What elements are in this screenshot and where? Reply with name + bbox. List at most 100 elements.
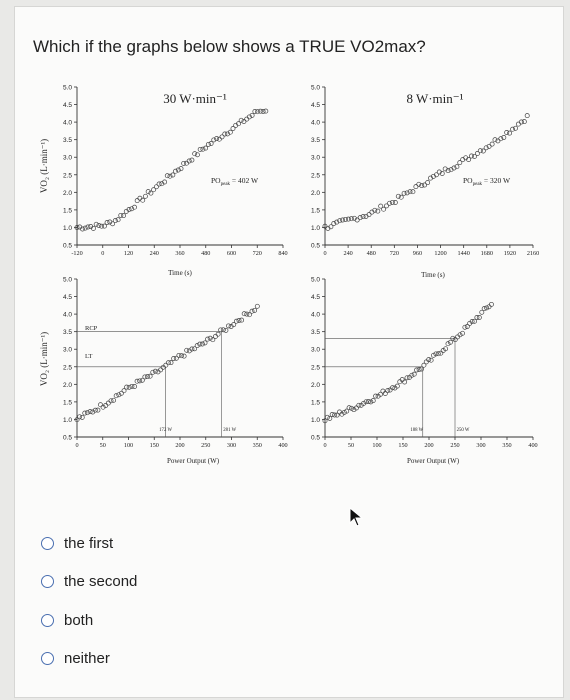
data-point bbox=[223, 327, 229, 333]
data-point bbox=[401, 190, 407, 196]
data-point bbox=[521, 119, 527, 125]
y-tick-label: 1.0 bbox=[311, 225, 320, 232]
data-point bbox=[236, 318, 242, 323]
option-neither[interactable]: neither bbox=[41, 650, 110, 667]
radio-button[interactable] bbox=[41, 537, 54, 550]
data-point bbox=[184, 347, 190, 353]
data-point bbox=[227, 129, 233, 135]
data-point bbox=[200, 146, 206, 152]
option-label: neither bbox=[64, 650, 110, 667]
data-point bbox=[215, 331, 221, 337]
data-point bbox=[176, 352, 182, 358]
data-point bbox=[353, 405, 359, 411]
data-point bbox=[489, 141, 495, 147]
data-point bbox=[431, 352, 436, 358]
y-axis-label: VO₂ (L·min⁻¹) bbox=[39, 139, 49, 193]
data-point bbox=[341, 409, 347, 415]
data-point bbox=[445, 168, 451, 174]
data-point bbox=[118, 212, 124, 218]
data-point bbox=[351, 407, 357, 413]
data-point bbox=[241, 119, 247, 124]
data-point bbox=[170, 172, 176, 178]
data-point bbox=[504, 130, 510, 135]
data-point bbox=[451, 165, 457, 171]
data-point bbox=[457, 160, 463, 166]
data-point bbox=[366, 212, 372, 218]
data-point bbox=[360, 214, 366, 220]
data-point bbox=[257, 108, 263, 114]
data-point bbox=[129, 206, 135, 212]
x-tick-label: 360 bbox=[175, 250, 184, 257]
data-point bbox=[98, 402, 103, 408]
data-point bbox=[378, 391, 383, 397]
data-point bbox=[402, 379, 408, 385]
question-text: Which if the graphs below shows a TRUE V… bbox=[33, 37, 426, 56]
x-tick-label: 1920 bbox=[504, 250, 516, 257]
data-point bbox=[368, 399, 374, 405]
data-point bbox=[476, 315, 482, 320]
data-point bbox=[443, 346, 449, 352]
data-point bbox=[249, 308, 255, 314]
radio-button[interactable] bbox=[41, 614, 54, 627]
y-tick-label: 1.5 bbox=[63, 207, 72, 214]
y-tick-label: 5.0 bbox=[63, 277, 72, 284]
data-point bbox=[411, 371, 417, 377]
data-point bbox=[426, 357, 432, 363]
data-point bbox=[241, 311, 247, 317]
y-tick-label: 4.5 bbox=[311, 294, 320, 301]
data-point bbox=[90, 225, 96, 231]
data-point bbox=[105, 400, 111, 406]
data-point bbox=[395, 193, 401, 199]
y-tick-label: 1.0 bbox=[63, 417, 72, 424]
data-point bbox=[85, 224, 91, 230]
data-point bbox=[74, 225, 80, 230]
data-point bbox=[381, 206, 387, 212]
y-tick-label: 0.5 bbox=[311, 243, 320, 250]
po-peak-label-left: POpeak = 402 W bbox=[211, 176, 259, 187]
data-point bbox=[387, 200, 392, 206]
lt-power-label: 172 W bbox=[159, 428, 172, 433]
data-point bbox=[152, 368, 158, 374]
option-both[interactable]: both bbox=[41, 612, 93, 629]
data-point bbox=[419, 366, 424, 372]
radio-button[interactable] bbox=[41, 575, 54, 588]
radio-button[interactable] bbox=[41, 652, 54, 665]
data-point bbox=[173, 168, 178, 174]
data-point bbox=[469, 319, 475, 324]
data-point bbox=[327, 415, 333, 421]
data-point bbox=[344, 408, 350, 414]
data-point bbox=[124, 384, 130, 390]
data-point bbox=[74, 417, 80, 423]
x-tick-label: 0 bbox=[75, 442, 78, 449]
data-point bbox=[407, 189, 413, 195]
data-point bbox=[189, 157, 195, 163]
data-point bbox=[498, 136, 504, 142]
data-point bbox=[390, 385, 395, 391]
data-point bbox=[436, 169, 442, 175]
question-figure: 5.0 4.5 4.0 3.5 3.0 2.5 2.0 1.5 1.0 0.5 -120 0 120 24… bbox=[35, 79, 555, 479]
data-point bbox=[260, 109, 266, 114]
data-point bbox=[163, 362, 169, 368]
x-tick-label: 2160 bbox=[527, 250, 539, 257]
y-tick-label: 4.5 bbox=[63, 102, 72, 109]
data-point bbox=[134, 198, 140, 204]
data-point bbox=[375, 208, 381, 214]
option-the-first[interactable]: the first bbox=[41, 535, 113, 552]
x-tick-label: 200 bbox=[175, 442, 184, 449]
data-point bbox=[331, 221, 337, 226]
y-tick-label: 2.0 bbox=[311, 190, 320, 197]
data-point bbox=[370, 398, 376, 404]
data-point bbox=[480, 148, 486, 154]
data-point bbox=[165, 360, 171, 366]
data-point bbox=[208, 141, 214, 146]
option-the-second[interactable]: the second bbox=[41, 573, 137, 590]
data-point bbox=[121, 213, 126, 219]
data-point bbox=[454, 164, 460, 170]
data-point bbox=[384, 203, 389, 209]
x-tick-label: 400 bbox=[528, 442, 537, 449]
data-point bbox=[99, 223, 105, 229]
x-axis-label-time: Time (s) bbox=[421, 271, 445, 279]
y-tick-label: 0.5 bbox=[63, 435, 72, 442]
data-point bbox=[173, 355, 179, 361]
data-point bbox=[126, 384, 132, 390]
